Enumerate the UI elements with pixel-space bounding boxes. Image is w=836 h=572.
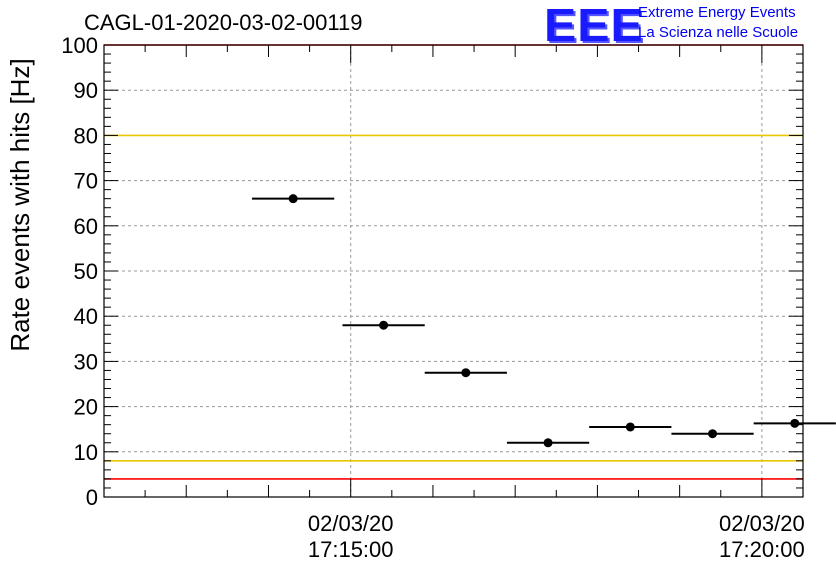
data-point: [461, 368, 471, 378]
y-tick-label: 60: [74, 214, 98, 239]
data-point: [790, 418, 800, 428]
chart-title: CAGL-01-2020-03-02-00119: [84, 10, 363, 35]
y-tick-label: 0: [86, 485, 98, 510]
y-tick-label: 70: [74, 169, 98, 194]
x-tick-label-date: 02/03/20: [308, 511, 394, 536]
y-tick-label: 100: [61, 33, 98, 58]
y-tick-label: 10: [74, 440, 98, 465]
y-tick-label: 20: [74, 395, 98, 420]
x-tick-label-time: 17:20:00: [719, 537, 805, 562]
data-point: [625, 422, 635, 432]
y-tick-label: 90: [74, 78, 98, 103]
x-tick-label-date: 02/03/20: [719, 511, 805, 536]
data-point: [379, 320, 389, 330]
y-tick-label: 50: [74, 259, 98, 284]
x-tick-label-time: 17:15:00: [308, 537, 394, 562]
data-point: [288, 194, 298, 204]
data-point: [708, 429, 718, 439]
plot-frame: [103, 44, 804, 498]
y-axis-label: Rate events with hits [Hz]: [5, 58, 35, 351]
y-tick-label: 80: [74, 123, 98, 148]
y-tick-label: 30: [74, 349, 98, 374]
logo-caption-line1: Extreme Energy Events: [638, 4, 796, 21]
data-point: [543, 438, 553, 448]
logo-caption-line2: La Scienza nelle Scuole: [638, 24, 799, 41]
y-tick-label: 40: [74, 304, 98, 329]
eee-logo: EEE: [544, 0, 644, 51]
